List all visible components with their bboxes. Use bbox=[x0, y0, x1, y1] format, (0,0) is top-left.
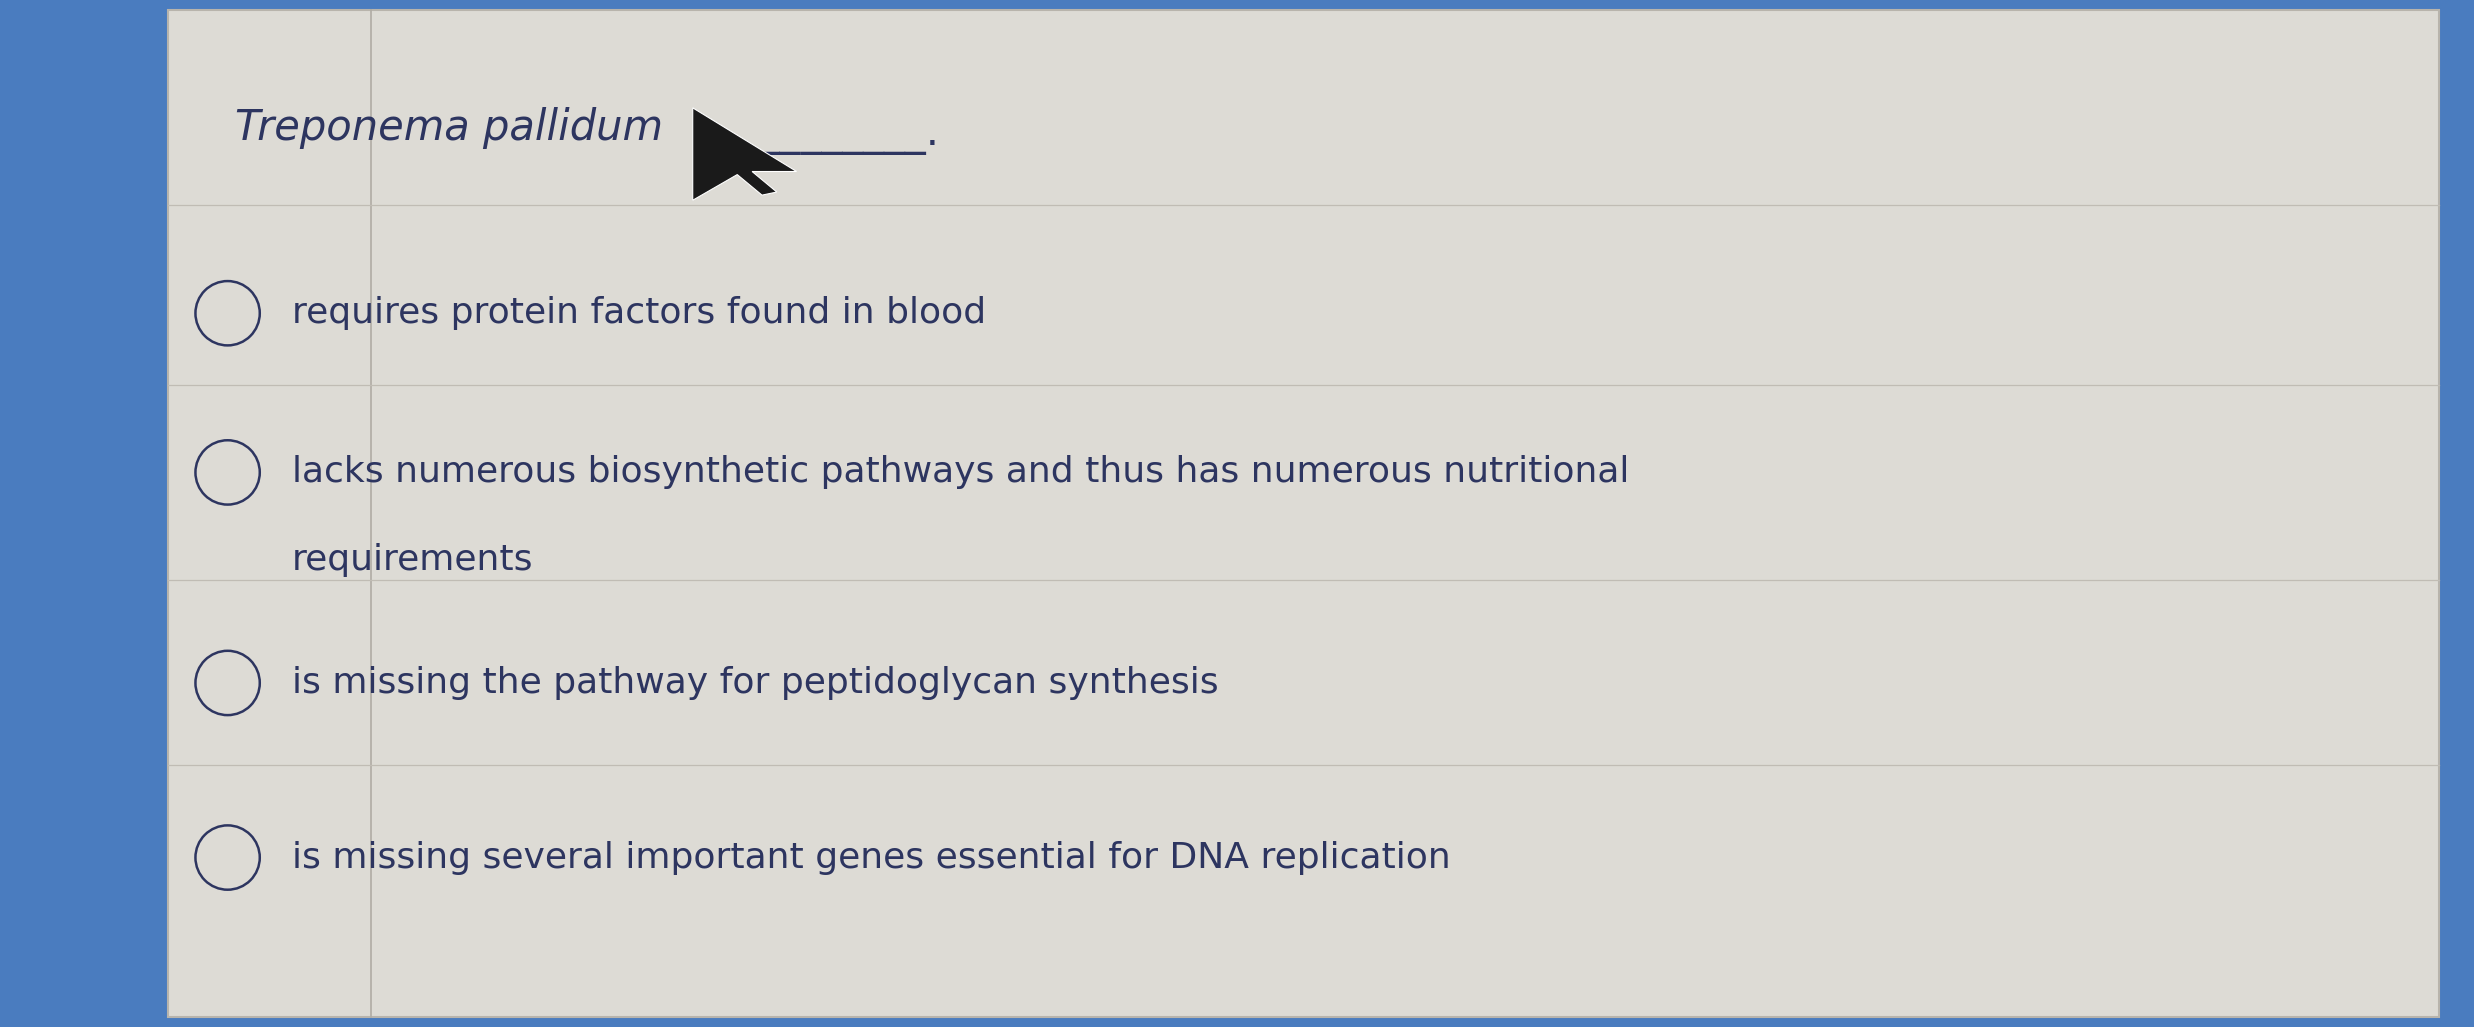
Text: requires protein factors found in blood: requires protein factors found in blood bbox=[292, 296, 987, 331]
Text: is missing the pathway for peptidoglycan synthesis: is missing the pathway for peptidoglycan… bbox=[292, 665, 1220, 700]
Text: is missing several important genes essential for DNA replication: is missing several important genes essen… bbox=[292, 840, 1450, 875]
Text: lacks numerous biosynthetic pathways and thus has numerous nutritional: lacks numerous biosynthetic pathways and… bbox=[292, 455, 1630, 490]
Text: __________.: __________. bbox=[717, 113, 940, 154]
Text: Treponema pallidum: Treponema pallidum bbox=[235, 108, 663, 149]
FancyBboxPatch shape bbox=[168, 10, 2439, 1017]
Polygon shape bbox=[693, 108, 797, 200]
Text: requirements: requirements bbox=[292, 542, 534, 577]
